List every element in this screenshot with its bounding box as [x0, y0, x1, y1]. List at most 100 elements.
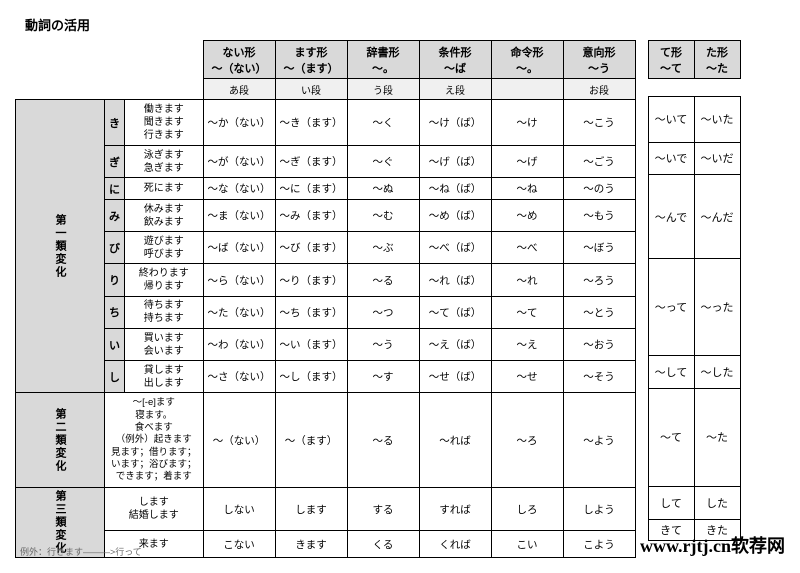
cat1-conj: ～え — [491, 328, 563, 360]
cat1-examples: 貸します出します — [125, 361, 204, 393]
hdr-meirei: 命令形～。 — [491, 41, 563, 79]
cat1-conj: ～び（ます） — [275, 232, 347, 264]
cat1-conj: ～き（ます） — [275, 100, 347, 146]
cat1-conj: ～もう — [563, 200, 635, 232]
cat1-conj: ～げ（ば） — [419, 145, 491, 177]
cat1-conj: ～す — [347, 361, 419, 393]
side-te: ～んで — [648, 175, 694, 259]
cat1-kana: い — [105, 328, 125, 360]
sub-u: う段 — [347, 79, 419, 100]
cat3-te: して — [648, 487, 694, 520]
cat1-conj: ～べ（ば） — [419, 232, 491, 264]
cat1-conj: ～わ（ない） — [203, 328, 275, 360]
cat1-conj: ～た（ない） — [203, 296, 275, 328]
cat2-te: ～て — [648, 388, 694, 486]
cat1-conj: ～り（ます） — [275, 264, 347, 296]
cat3-ta: した — [694, 487, 740, 520]
cat1-label: 第一類変化 — [16, 100, 105, 393]
cat1-conj: ～る — [347, 264, 419, 296]
cat1-examples: 買います会います — [125, 328, 204, 360]
side-te: ～いで — [648, 142, 694, 175]
cat1-conj: ～のう — [563, 178, 635, 200]
cat1-conj: ～そう — [563, 361, 635, 393]
sub-i: い段 — [275, 79, 347, 100]
hdr-masu: ます形～（ます） — [275, 41, 347, 79]
cat1-examples: 働きます聞きます行きます — [125, 100, 204, 146]
hdr-ta: た形～た — [694, 41, 740, 79]
side-ta: ～った — [694, 259, 740, 355]
cat1-conj: ～け（ば） — [419, 100, 491, 146]
cat1-conj: ～し（ます） — [275, 361, 347, 393]
page-title: 動詞の活用 — [15, 15, 785, 34]
cat1-kana: り — [105, 264, 125, 296]
sub-a: あ段 — [203, 79, 275, 100]
cat3-conj: こよう — [563, 530, 635, 557]
cat1-conj: ～とう — [563, 296, 635, 328]
cat3-conj: しよう — [563, 488, 635, 531]
cat3-conj: こい — [491, 530, 563, 557]
cat1-conj: ～ぬ — [347, 178, 419, 200]
cat1-examples: 遊びます呼びます — [125, 232, 204, 264]
cat1-kana: び — [105, 232, 125, 264]
cat1-conj: ～み（ます） — [275, 200, 347, 232]
cat1-conj: ～め — [491, 200, 563, 232]
sub-e: え段 — [419, 79, 491, 100]
side-ta: ～いだ — [694, 142, 740, 175]
cat2-ta: ～た — [694, 388, 740, 486]
cat1-conj: ～ま（ない） — [203, 200, 275, 232]
cat1-conj: ～ろう — [563, 264, 635, 296]
main-table: ない形～（ない） ます形～（ます） 辞書形～。 条件形～ば 命令形～。 意向形～… — [15, 40, 636, 558]
cat1-conj: ～け — [491, 100, 563, 146]
cat1-conj: ～ごう — [563, 145, 635, 177]
cat2-jisho: ～る — [347, 393, 419, 488]
cat1-conj: ～ね（ば） — [419, 178, 491, 200]
hdr-ikou: 意向形～う — [563, 41, 635, 79]
cat1-conj: ～れ（ば） — [419, 264, 491, 296]
cat2-meirei: ～ろ — [491, 393, 563, 488]
cat1-conj: ～う — [347, 328, 419, 360]
cat1-conj: ～め（ば） — [419, 200, 491, 232]
cat3-conj: こない — [203, 530, 275, 557]
hdr-nai: ない形～（ない） — [203, 41, 275, 79]
cat1-examples: 終わります帰ります — [125, 264, 204, 296]
cat3-conj: しない — [203, 488, 275, 531]
cat2-examples: ～[-e]ます寝ます。食べます（例外）起きます見ます；借ります；います；浴びます… — [105, 393, 204, 488]
cat1-conj: ～せ（ば） — [419, 361, 491, 393]
cat1-conj: ～ぎ（ます） — [275, 145, 347, 177]
hdr-jisho: 辞書形～。 — [347, 41, 419, 79]
cat1-examples: 死にます — [125, 178, 204, 200]
cat1-conj: ～せ — [491, 361, 563, 393]
cat1-examples: 休みます飲みます — [125, 200, 204, 232]
cat1-conj: ～え（ば） — [419, 328, 491, 360]
side-ta: ～んだ — [694, 175, 740, 259]
sub-blank — [491, 79, 563, 100]
cat1-conj: ～さ（ない） — [203, 361, 275, 393]
cat1-conj: ～ば（ない） — [203, 232, 275, 264]
cat2-ikou: ～よう — [563, 393, 635, 488]
cat1-conj: ～が（ない） — [203, 145, 275, 177]
cat3-conj: します — [275, 488, 347, 531]
cat1-conj: ～い（ます） — [275, 328, 347, 360]
cat1-conj: ～れ — [491, 264, 563, 296]
cat1-conj: ～ち（ます） — [275, 296, 347, 328]
cat1-conj: ～ら（ない） — [203, 264, 275, 296]
cat1-kana: ぎ — [105, 145, 125, 177]
cat1-examples: 泳ぎます急ぎます — [125, 145, 204, 177]
cat1-conj: ～く — [347, 100, 419, 146]
cat3-conj: しろ — [491, 488, 563, 531]
cat2-jouken: ～れば — [419, 393, 491, 488]
cat2-masu: ～（ます） — [275, 393, 347, 488]
side-te: ～して — [648, 355, 694, 388]
cat3-conj: きます — [275, 530, 347, 557]
side-ta: ～いた — [694, 97, 740, 142]
cat1-conj: ～こう — [563, 100, 635, 146]
watermark: www.rjtj.cn软荐网 — [640, 532, 785, 558]
cat1-conj: ～ぶ — [347, 232, 419, 264]
cat1-kana: き — [105, 100, 125, 146]
cat1-conj: ～か（ない） — [203, 100, 275, 146]
cat1-conj: ～ぼう — [563, 232, 635, 264]
cat1-conj: ～な（ない） — [203, 178, 275, 200]
sub-o: お段 — [563, 79, 635, 100]
cat1-conj: ～ね — [491, 178, 563, 200]
cat1-conj: ～に（ます） — [275, 178, 347, 200]
